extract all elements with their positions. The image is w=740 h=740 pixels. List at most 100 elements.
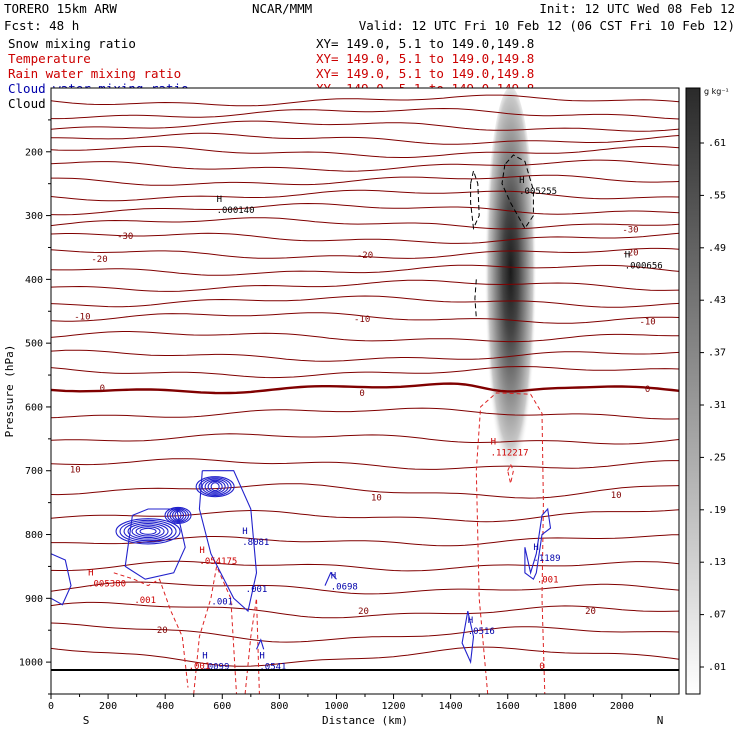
x-tick-label: 1600 bbox=[496, 701, 520, 712]
cloud-ice-contour bbox=[474, 279, 477, 318]
isotherm-label: 0 bbox=[100, 384, 105, 394]
cloud-water-contour bbox=[123, 521, 173, 542]
maximum-value: .0516 bbox=[468, 627, 495, 637]
maximum-marker: H.054175 bbox=[199, 546, 237, 567]
isotherm-label: 0 bbox=[359, 389, 364, 399]
legend-field-name: Rain water mixing ratio bbox=[8, 66, 181, 81]
cloud-water-contour bbox=[461, 610, 475, 665]
legend-cross-section-range: XY= 149.0, 5.1 to 149.0,149.8 bbox=[316, 36, 534, 51]
colorbar-tick-label: .13 bbox=[708, 557, 726, 568]
y-tick-label: 900 bbox=[25, 594, 43, 605]
y-tick-label: 200 bbox=[25, 147, 43, 158]
cloud-water-contour bbox=[174, 510, 182, 520]
forecast-hour: Fcst: 48 h bbox=[4, 18, 79, 33]
colorbar-units: g kg⁻¹ bbox=[704, 87, 729, 96]
maximum-marker: H.112217 bbox=[491, 438, 529, 459]
isotherm-label: -10 bbox=[74, 312, 90, 322]
model-title: TORERO 15km ARW bbox=[4, 1, 117, 16]
maximum-mark: H bbox=[259, 651, 264, 661]
isotherm-label: -20 bbox=[357, 251, 373, 261]
isotherm-label: 20 bbox=[358, 607, 369, 617]
maximum-marker: H.8081 bbox=[242, 527, 269, 548]
maximum-value: .005255 bbox=[519, 187, 557, 197]
x-axis: 0 200 400 600 800 1000 1200 1400 1600 1800 2000 bbox=[48, 694, 651, 712]
maximum-marker: H.000656 bbox=[625, 251, 663, 272]
maximum-mark: H bbox=[199, 546, 204, 556]
isotherm-line bbox=[50, 458, 679, 470]
colorbar-tick-label: .61 bbox=[708, 138, 726, 149]
rain-contour bbox=[193, 564, 237, 695]
south-label: S bbox=[83, 714, 90, 727]
maximum-labels: H.000140H.005255H.000656H.112217H.054175… bbox=[88, 176, 663, 672]
isotherm-line bbox=[51, 534, 680, 547]
colorbar-tick-label: .07 bbox=[708, 610, 726, 621]
isotherm-label: 20 bbox=[585, 607, 596, 617]
isotherm-line bbox=[50, 189, 680, 202]
valid-time: Valid: 12 UTC Fri 10 Feb 12 (06 CST Fri … bbox=[359, 18, 735, 33]
isotherm-label: 0 bbox=[645, 385, 650, 395]
contour-label: .001 bbox=[246, 585, 268, 595]
rain-contour bbox=[507, 463, 514, 484]
legend-field-name: Temperature bbox=[8, 51, 91, 66]
isotherm-line bbox=[50, 349, 680, 362]
maximum-mark: H bbox=[491, 438, 496, 448]
maximum-marker: H.0698 bbox=[331, 572, 358, 593]
y-tick-label: 600 bbox=[25, 402, 43, 413]
isotherm-label: 20 bbox=[157, 626, 168, 636]
maximum-mark: H bbox=[202, 651, 207, 661]
x-axis-label: Distance (km) bbox=[322, 714, 408, 727]
maximum-value: .000140 bbox=[217, 206, 255, 216]
maximum-value: .0541 bbox=[259, 662, 286, 672]
isotherm-label: -10 bbox=[354, 315, 370, 325]
maximum-mark: H bbox=[88, 568, 93, 578]
cloud-water-contour bbox=[127, 522, 169, 540]
cloud-water-contour bbox=[124, 508, 186, 580]
north-label: N bbox=[657, 714, 664, 727]
isotherm-line bbox=[50, 202, 680, 216]
x-tick-label: 800 bbox=[270, 701, 288, 712]
isotherm-line bbox=[50, 622, 680, 643]
maximum-mark: H bbox=[625, 251, 630, 261]
rain-water-contours bbox=[113, 392, 546, 695]
isotherm-line bbox=[50, 365, 680, 379]
contour-label: .001 bbox=[189, 662, 211, 672]
isotherm-line bbox=[50, 312, 680, 324]
maximum-value: .054175 bbox=[199, 557, 237, 567]
colorbar-tick-label: .49 bbox=[708, 243, 726, 254]
colorbar-tick-label: .43 bbox=[708, 295, 726, 306]
y-tick-label: 1000 bbox=[19, 658, 43, 669]
colorbar-tick-label: .55 bbox=[708, 190, 726, 201]
x-tick-label: 400 bbox=[156, 701, 174, 712]
snow-shading bbox=[484, 87, 537, 498]
x-tick-label: 2000 bbox=[610, 701, 634, 712]
cloud-ice-contour bbox=[470, 169, 480, 231]
contour-label: .001 bbox=[211, 598, 233, 608]
cloud-water-contour bbox=[198, 477, 232, 497]
rain-contour bbox=[244, 598, 260, 695]
y-tick-label: 700 bbox=[25, 466, 43, 477]
colorbar: g kg⁻¹ .01 .07 .13 .19 .25 .31 .37 .43 .49 .55 .61 bbox=[685, 87, 729, 695]
maximum-marker: H.0516 bbox=[468, 616, 495, 637]
isotherm-label: 10 bbox=[611, 491, 622, 501]
isotherm-line bbox=[50, 279, 680, 292]
maximum-value: .8081 bbox=[242, 538, 269, 548]
isotherm-line bbox=[50, 601, 680, 619]
isotherm-line bbox=[51, 107, 680, 120]
isotherm-line bbox=[50, 295, 680, 308]
x-tick-label: 200 bbox=[99, 701, 117, 712]
maximum-mark: H bbox=[533, 543, 538, 553]
y-tick-label: 400 bbox=[25, 275, 43, 286]
maximum-marker: H.005255 bbox=[519, 176, 557, 197]
maximum-value: .112217 bbox=[491, 449, 529, 459]
isotherm-line bbox=[50, 560, 680, 572]
maximum-mark: H bbox=[331, 572, 336, 582]
isotherm-label: -30 bbox=[117, 232, 133, 242]
cloud-ice-contour bbox=[501, 154, 534, 230]
cloud-water-contour bbox=[139, 527, 157, 535]
maximum-value: .0099 bbox=[202, 662, 229, 672]
colorbar-tick-label: .19 bbox=[708, 505, 726, 516]
legend-field-name: Snow mixing ratio bbox=[8, 36, 136, 51]
isotherm-line bbox=[50, 264, 680, 276]
